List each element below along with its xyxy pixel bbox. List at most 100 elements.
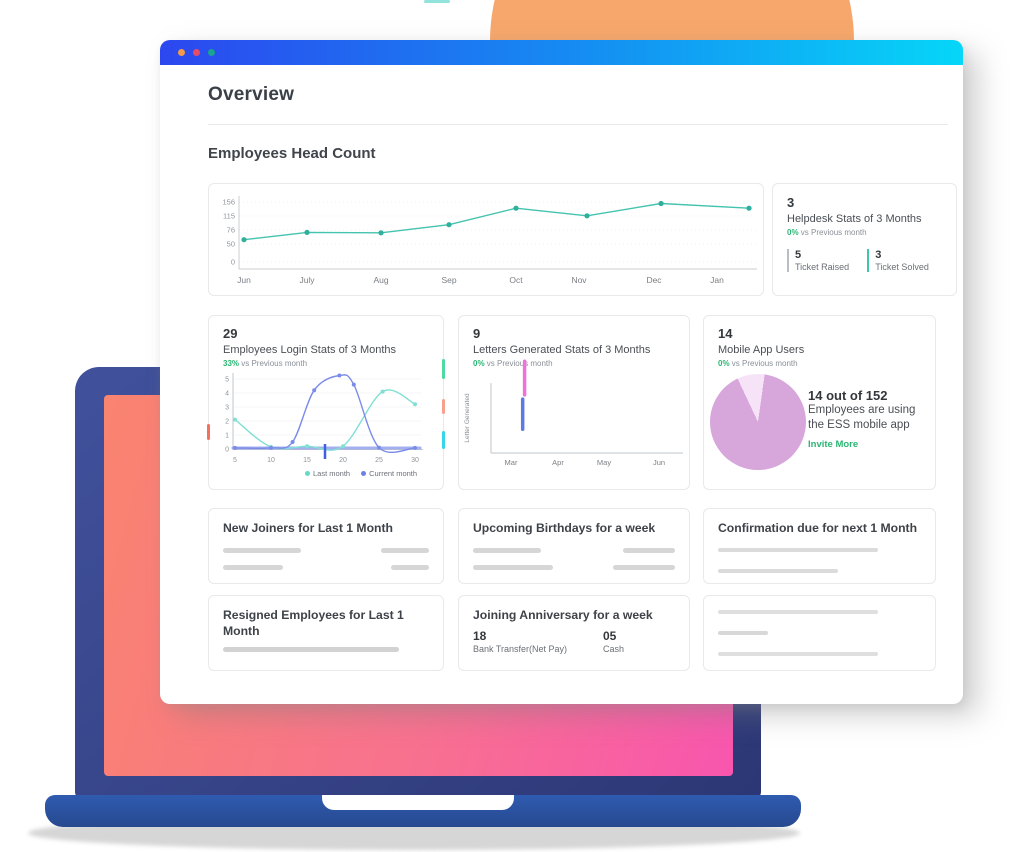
letters-value: 9 [473,326,481,341]
svg-text:Nov: Nov [571,275,587,285]
skeleton-bar [223,647,399,652]
data-point [312,388,317,393]
confirmation-card: Confirmation due for next 1 Month [703,508,936,584]
browser-title-bar [160,40,963,65]
svg-text:25: 25 [375,457,383,464]
ticket-solved-value: 3 [875,249,882,261]
new-joiners-card: New Joiners for Last 1 Month [208,508,444,584]
data-point [413,402,417,407]
page-title: Overview [208,84,295,105]
letters-change-note: vs Previous month [486,359,553,368]
dashboard-window: Overview Employees Head Count 156 115 76 50… [160,40,963,704]
data-point [269,444,273,449]
letters-title: Letters Generated Stats of 3 Months [473,344,651,356]
legend-current-month: Current month [361,469,417,478]
bank-transfer-label: Bank Transfer(Net Pay) [473,644,568,654]
title-divider [208,124,948,125]
svg-text:Aug: Aug [373,275,388,285]
confirmation-title: Confirmation due for next 1 Month [718,521,918,535]
mobile-change: 0% vs Previous month [718,359,804,368]
svg-text:4: 4 [225,391,229,398]
svg-text:50: 50 [227,240,235,249]
svg-text:Jan: Jan [710,275,724,285]
data-point [380,389,385,394]
svg-text:0: 0 [231,258,235,267]
data-point [337,373,342,378]
section-title: Employees Head Count [208,145,376,162]
bank-transfer-stat: 18 Bank Transfer(Net Pay) [473,629,603,654]
current-month-line [234,374,416,454]
window-dot-orange-icon[interactable] [178,49,185,56]
svg-text:10: 10 [267,457,275,464]
skeleton-bar [473,565,553,570]
svg-text:July: July [299,275,315,285]
svg-text:1: 1 [225,433,229,440]
skeleton-bar [391,565,429,570]
data-point [584,213,590,219]
login-value: 29 [223,326,238,341]
skeleton-bar [223,548,301,553]
data-point [513,205,519,211]
skeleton-bar [718,569,838,573]
data-point [233,445,237,450]
data-point [241,237,247,243]
skeleton-bar [473,548,541,553]
invite-more-link[interactable]: Invite More [808,439,859,450]
data-point [377,445,381,450]
svg-text:Letter Generated: Letter Generated [464,393,471,443]
data-point [746,205,752,211]
helpdesk-change-pct: 0% [787,228,799,237]
mobile-change-pct: 0% [718,359,730,368]
bank-transfer-value: 18 [473,629,487,643]
data-point [304,229,310,235]
skeleton-bar [718,631,768,635]
svg-text:20: 20 [339,457,347,464]
svg-text:15: 15 [303,457,311,464]
svg-text:Mar: Mar [505,458,518,467]
birthdays-title: Upcoming Birthdays for a week [473,521,656,535]
login-title: Employees Login Stats of 3 Months [223,344,397,356]
anniversary-title: Joining Anniversary for a week [473,608,653,622]
svg-text:Apr: Apr [552,458,564,467]
svg-text:30: 30 [411,457,419,464]
resigned-card: Resigned Employees for Last 1 Month [208,595,444,671]
letters-change-pct: 0% [473,359,485,368]
svg-text:May: May [597,458,611,467]
letters-plot: Letter Generated Mar Apr May Jun [464,359,683,467]
headcount-chart-card: 156 115 76 50 0 Jun July Aug Sep Oct Nov Dec Jan [208,183,764,296]
svg-text:0: 0 [225,447,229,454]
helpdesk-title: Helpdesk Stats of 3 Months [787,213,922,225]
laptop-base-notch [322,795,514,810]
ticket-solved-label: Ticket Solved [875,262,929,272]
window-dot-red-icon[interactable] [193,49,200,56]
svg-text:115: 115 [223,212,235,221]
login-change-pct: 33% [223,359,240,368]
data-point [305,444,309,449]
legend-last-month: Last month [305,469,350,478]
edge-tick-cyan [442,431,445,449]
svg-text:Sep: Sep [441,275,456,285]
anniversary-card: Joining Anniversary for a week 18 Bank T… [458,595,690,671]
window-dot-teal-icon[interactable] [208,49,215,56]
svg-text:3: 3 [225,405,229,412]
letters-change: 0% vs Previous month [473,359,650,368]
mobile-line2: the ESS mobile app [808,419,910,431]
skeleton-bar [613,565,675,570]
data-point [446,222,452,228]
skeleton-bar [718,548,878,552]
data-point [341,444,345,449]
anniversary-stats: 18 Bank Transfer(Net Pay) 05 Cash [473,629,675,654]
data-point [290,440,295,444]
login-change: 33% vs Previous month [223,359,396,368]
data-point [269,445,273,450]
data-point [413,445,417,450]
skeleton-bar [718,652,878,656]
svg-text:Dec: Dec [646,275,662,285]
mobile-users-pie-chart [710,374,806,470]
helpdesk-value: 3 [787,195,795,210]
svg-text:Oct: Oct [509,275,523,285]
skeleton-bar [623,548,675,553]
placeholder-card [703,595,936,671]
